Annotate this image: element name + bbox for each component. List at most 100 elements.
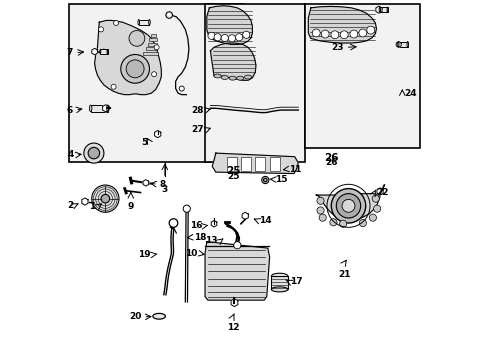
Text: 13: 13 [205,237,218,246]
Text: 23: 23 [330,43,343,52]
Ellipse shape [221,76,228,80]
Circle shape [336,194,360,218]
Circle shape [329,219,336,226]
Circle shape [126,60,144,78]
Circle shape [151,72,156,77]
Ellipse shape [228,76,236,80]
Text: 26: 26 [324,153,338,163]
Ellipse shape [271,287,287,292]
Circle shape [339,220,346,227]
Circle shape [228,35,235,42]
Text: 5: 5 [141,138,147,147]
Circle shape [242,31,249,39]
Bar [139,19,149,25]
Ellipse shape [106,105,109,112]
Ellipse shape [214,74,221,78]
Circle shape [373,205,380,212]
Circle shape [111,84,116,89]
Circle shape [316,197,324,204]
Polygon shape [81,198,88,205]
Polygon shape [102,105,109,112]
Circle shape [92,185,119,212]
Bar [149,39,156,41]
Bar [69,4,244,162]
Circle shape [316,207,324,214]
Ellipse shape [406,41,407,47]
Text: 15: 15 [274,175,286,184]
Circle shape [83,143,104,163]
Circle shape [349,30,357,38]
Text: 25: 25 [226,172,239,181]
Text: 27: 27 [191,125,203,134]
Bar [271,276,287,289]
Polygon shape [210,43,255,80]
Circle shape [263,178,266,182]
Circle shape [129,31,144,46]
Bar [145,47,157,50]
Text: 10: 10 [185,249,197,258]
Ellipse shape [107,49,108,54]
Polygon shape [316,194,379,220]
Polygon shape [308,6,376,43]
Polygon shape [154,131,161,138]
Text: 9: 9 [127,202,134,211]
Text: 19: 19 [138,250,151,259]
Circle shape [154,45,159,50]
Bar [241,157,250,171]
Ellipse shape [244,75,251,79]
Circle shape [371,195,379,202]
Circle shape [330,31,338,39]
Ellipse shape [138,19,139,25]
Polygon shape [206,6,252,44]
Polygon shape [94,21,161,95]
Text: 25: 25 [225,166,240,176]
Ellipse shape [148,19,150,25]
Circle shape [101,49,106,54]
Polygon shape [242,212,248,220]
Circle shape [214,34,221,41]
Ellipse shape [397,41,398,47]
Ellipse shape [236,76,244,80]
Polygon shape [230,299,237,307]
Text: 16: 16 [189,221,202,230]
Ellipse shape [386,7,387,12]
Bar [147,42,156,45]
Circle shape [88,147,100,159]
Circle shape [366,26,374,34]
Circle shape [261,176,268,184]
Ellipse shape [179,86,184,91]
Bar [269,157,279,171]
Bar [255,157,265,171]
Text: 2: 2 [67,201,73,210]
Bar [90,105,108,112]
Text: 11: 11 [288,165,301,174]
Circle shape [359,220,366,226]
Ellipse shape [100,49,101,54]
Polygon shape [143,180,148,186]
Bar [204,4,305,162]
Text: 1: 1 [89,202,95,211]
Circle shape [235,34,242,41]
Ellipse shape [153,314,165,319]
Text: 22: 22 [376,188,388,197]
Ellipse shape [89,105,92,112]
Circle shape [340,31,347,39]
Text: 20: 20 [128,312,141,321]
Text: 8: 8 [160,180,166,189]
Polygon shape [204,242,269,300]
Text: 26: 26 [325,158,337,167]
Circle shape [207,32,215,40]
Bar [150,34,156,37]
Circle shape [233,242,241,249]
Circle shape [312,29,320,37]
Circle shape [319,214,325,221]
Circle shape [368,214,376,221]
Circle shape [101,194,109,203]
Text: 17: 17 [290,276,303,285]
Bar [305,4,419,148]
Ellipse shape [271,273,287,279]
Text: 21: 21 [337,270,350,279]
Circle shape [113,21,119,26]
Circle shape [341,199,354,212]
Ellipse shape [165,12,172,18]
